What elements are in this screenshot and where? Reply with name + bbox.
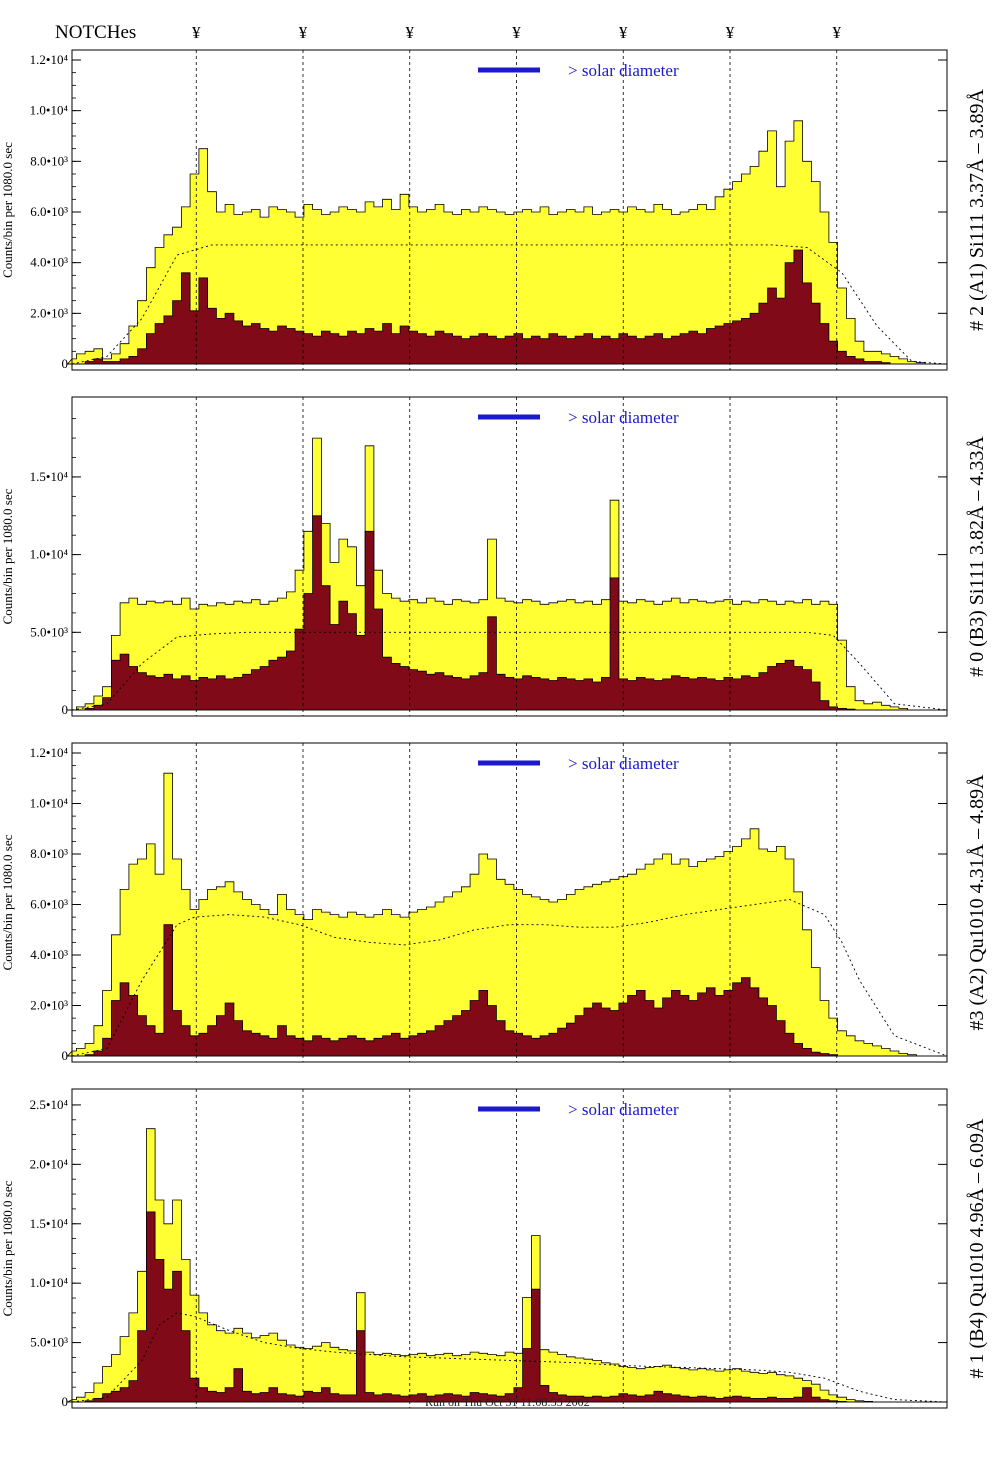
y-tick-label: 2.5•10⁴	[30, 1097, 69, 1112]
panel-frame	[71, 742, 948, 1063]
notch-marker: ¥	[619, 23, 628, 42]
y-tick-label: 2.0•10³	[30, 305, 68, 320]
solar-diameter-label: > solar diameter	[568, 754, 679, 773]
component-counts-histogram	[67, 1211, 947, 1403]
y-tick-label: 1.0•10⁴	[30, 547, 69, 562]
y-axis-label: Counts/bin per 1080.0 sec	[0, 142, 15, 278]
notch-marker: ¥	[833, 23, 842, 42]
panel-frame	[71, 1088, 948, 1409]
notch-marker: ¥	[192, 23, 201, 42]
chart-panel: 0 2.0•10³ 4.0•10³ 6.0•10³ 8.0•10³ 1.0•10⁴ 1.2•…	[0, 49, 988, 371]
y-axis-label: Counts/bin per 1080.0 sec	[0, 834, 15, 970]
y-tick-label: 6.0•10³	[30, 204, 68, 219]
notches-title: NOTCHes	[55, 22, 136, 43]
y-tick-label: 1.2•10⁴	[30, 52, 69, 67]
chart-panel: 0 2.0•10³ 4.0•10³ 6.0•10³ 8.0•10³ 1.0•10⁴ 1.2•…	[0, 742, 988, 1063]
y-tick-label: 4.0•10³	[30, 947, 68, 962]
y-axis-label: Counts/bin per 1080.0 sec	[0, 1180, 15, 1316]
chart-panel: 0 5.0•10³ 1.0•10⁴ 1.5•10⁴ Counts/bin per 108…	[0, 396, 988, 717]
y-tick-label: 0	[62, 1394, 69, 1409]
panel-label: # 0 (B3) Si111 3.82Å – 4.33Å	[966, 436, 988, 677]
panel-label: # 2 (A1) Si111 3.37Å – 3.89Å	[966, 89, 988, 331]
y-tick-label: 2.0•10⁴	[30, 1156, 69, 1171]
y-tick-label: 1.2•10⁴	[30, 745, 69, 760]
notch-markers: ¥ ¥ ¥ ¥ ¥ ¥ ¥	[192, 23, 842, 42]
y-tick-label: 1.5•10⁴	[30, 469, 69, 484]
y-tick-label: 8.0•10³	[30, 846, 68, 861]
notch-marker: ¥	[726, 23, 735, 42]
total-counts-histogram	[67, 1128, 947, 1403]
solar-diameter-label: > solar diameter	[568, 1100, 679, 1119]
panel-label: # 1 (B4) Qu1010 4.96Å – 6.09Å	[966, 1118, 988, 1379]
y-tick-label: 1.0•10⁴	[30, 796, 69, 811]
y-tick-label: 6.0•10³	[30, 897, 68, 912]
total-counts-histogram	[67, 437, 947, 711]
solar-diameter-label: > solar diameter	[568, 61, 679, 80]
run-footer: Run on Thu Oct 31 11:08:55 2002	[425, 1395, 590, 1409]
y-tick-label: 0	[62, 356, 69, 371]
y-tick-label: 2.0•10³	[30, 998, 68, 1013]
model-curve	[71, 1312, 948, 1403]
y-tick-label: 5.0•10³	[30, 1335, 68, 1350]
notch-header: NOTCHes ¥ ¥ ¥ ¥ ¥ ¥ ¥	[55, 22, 842, 43]
y-tick-label: 1.0•10⁴	[30, 1275, 69, 1290]
component-counts-histogram	[67, 924, 947, 1057]
notch-marker: ¥	[512, 23, 521, 42]
model-curve	[71, 244, 948, 365]
y-tick-label: 0	[62, 1048, 69, 1063]
panel-label: #3 (A2) Qu1010 4.31Å – 4.89Å	[966, 774, 988, 1031]
chart-panels: 0 2.0•10³ 4.0•10³ 6.0•10³ 8.0•10³ 1.0•10⁴ 1.2•…	[0, 49, 988, 1409]
solar-diameter-label: > solar diameter	[568, 408, 679, 427]
notch-marker: ¥	[406, 23, 415, 42]
y-tick-label: 1.5•10⁴	[30, 1216, 69, 1231]
y-tick-label: 0	[62, 702, 69, 717]
total-counts-histogram	[66, 120, 947, 365]
panel-frame	[71, 49, 948, 371]
y-tick-label: 5.0•10³	[30, 624, 68, 639]
notch-marker: ¥	[299, 23, 308, 42]
chart-panel: 0 5.0•10³ 1.0•10⁴ 1.5•10⁴ 2.0•10⁴ 2.5•10⁴ Coun…	[0, 1088, 988, 1409]
model-curve	[71, 631, 948, 711]
total-counts-histogram	[66, 772, 947, 1057]
component-counts-histogram	[67, 249, 947, 365]
component-counts-histogram	[67, 515, 947, 711]
y-tick-label: 4.0•10³	[30, 255, 68, 270]
model-curve	[71, 899, 948, 1057]
y-tick-label: 1.0•10⁴	[30, 103, 69, 118]
panel-frame	[71, 396, 948, 717]
y-tick-label: 8.0•10³	[30, 153, 68, 168]
y-axis-label: Counts/bin per 1080.0 sec	[0, 488, 15, 624]
